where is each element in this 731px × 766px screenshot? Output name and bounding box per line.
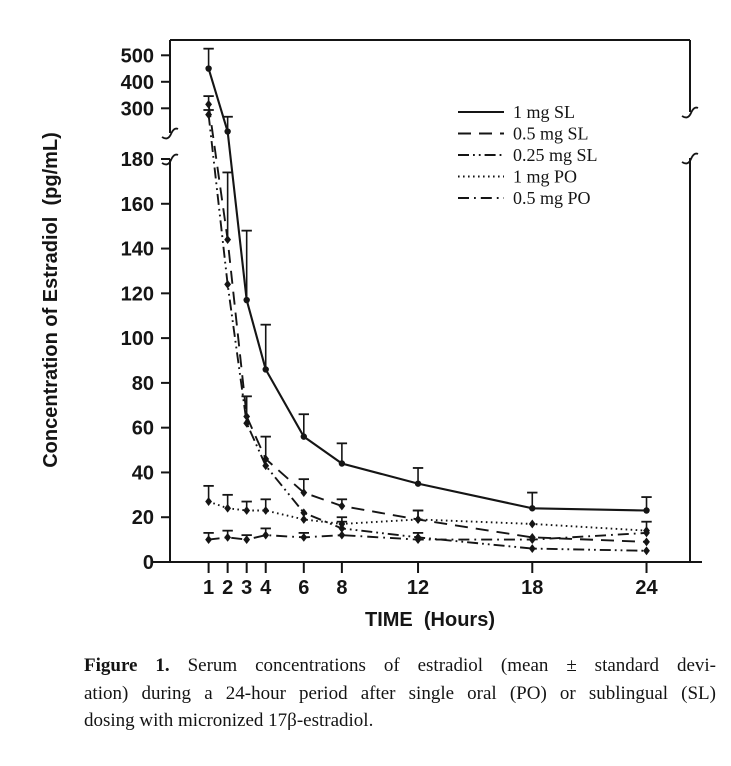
data-point-marker	[528, 519, 536, 529]
data-point-marker	[300, 532, 308, 542]
y-axis-title: Concentration of Estradiol (pg/mL)	[40, 132, 62, 468]
data-point-marker	[643, 537, 650, 547]
data-point-marker	[338, 519, 346, 529]
x-axis-title: TIME (Hours)	[365, 609, 495, 631]
legend-item-0-5-mg-sl: 0.5 mg SL	[458, 124, 589, 144]
data-point-marker	[224, 503, 232, 513]
data-point-marker	[224, 532, 232, 542]
y-axis-tick-label: 0	[143, 552, 154, 574]
data-point-marker	[300, 508, 308, 518]
caption-line-2: ation) during a 24-hour period after sin…	[84, 682, 716, 704]
y-axis-tick-label: 160	[121, 194, 154, 216]
y-axis-tick-label: 60	[132, 418, 154, 440]
y-axis-tick-label: 180	[121, 149, 154, 171]
data-point-marker	[300, 515, 308, 524]
data-point-marker	[300, 433, 307, 440]
legend-item-0-5-mg-po: 0.5 mg PO	[458, 188, 591, 208]
data-point-marker	[414, 480, 422, 487]
plot-frame	[152, 39, 702, 563]
data-point-marker	[643, 528, 650, 538]
series-1-mg-sl	[203, 47, 652, 514]
data-point-marker	[243, 296, 250, 304]
data-point-marker	[205, 535, 212, 545]
x-axis: 1 2 3 4 6 8 12 18 24	[203, 562, 659, 599]
data-point-marker	[262, 530, 270, 540]
x-axis-tick-label: 4	[260, 577, 272, 599]
estradiol-concentration-chart: 0 20 40 60 80 100 120 140 160 180 300 400 500 1 2 3 4 6 8 1…	[40, 39, 702, 631]
data-point-marker	[243, 535, 251, 545]
series-1-mg-po	[203, 484, 652, 536]
data-point-marker	[243, 418, 251, 428]
legend-item-label: 1 mg PO	[513, 167, 577, 187]
y-axis-tick-label: 20	[132, 507, 154, 529]
y-axis: 0 20 40 60 80 100 120 140 160 180 300 400 500	[121, 45, 170, 574]
x-axis-tick-label: 2	[222, 577, 233, 599]
data-point-marker	[528, 535, 536, 545]
legend-item-label: 0.5 mg PO	[513, 188, 591, 208]
y-axis-tick-label: 140	[121, 239, 154, 261]
data-point-marker	[205, 110, 212, 120]
legend-item-0-25-mg-sl: 0.25 mg SL	[458, 145, 598, 165]
series-line	[207, 114, 647, 552]
y-axis-tick-label: 120	[121, 283, 154, 305]
data-point-marker	[243, 506, 251, 515]
data-point-marker	[414, 515, 422, 524]
caption-line-1: Figure 1. Serum concentrations of estrad…	[84, 652, 716, 680]
data-point-marker	[529, 505, 536, 512]
data-point-marker	[528, 544, 536, 553]
y-axis-tick-label: 500	[121, 45, 154, 67]
data-point-marker	[224, 279, 232, 289]
data-point-marker	[262, 366, 269, 373]
x-axis-tick-label: 24	[635, 577, 658, 599]
series-line	[208, 500, 647, 532]
legend-item-label: 1 mg SL	[513, 102, 575, 122]
y-axis-tick-label: 400	[121, 72, 154, 94]
data-point-marker	[414, 535, 422, 545]
legend-item-label: 0.5 mg SL	[513, 124, 589, 144]
x-axis-tick-label: 1	[203, 577, 214, 599]
data-point-marker	[224, 235, 232, 244]
axis-break-squiggle	[681, 106, 699, 119]
caption-figure-label: Figure 1.	[84, 655, 170, 676]
x-axis-tick-label: 12	[407, 577, 429, 599]
legend-item-1-mg-po: 1 mg PO	[458, 167, 577, 187]
y-axis-tick-label: 300	[121, 98, 154, 120]
x-axis-tick-label: 8	[336, 577, 347, 599]
data-point-marker	[205, 65, 212, 72]
data-point-marker	[205, 497, 212, 506]
data-point-marker	[338, 501, 346, 511]
legend-item-1-mg-sl: 1 mg SL	[458, 102, 575, 122]
data-point-marker	[243, 412, 251, 421]
y-axis-tick-label: 40	[132, 462, 154, 484]
legend-item-label: 0.25 mg SL	[513, 145, 598, 165]
data-point-marker	[300, 488, 308, 497]
caption-line-1-text: Serum concentrations of estradiol (mean …	[187, 655, 717, 676]
x-axis-tick-label: 6	[298, 577, 309, 599]
x-axis-tick-label: 18	[521, 577, 543, 599]
data-point-marker	[338, 524, 346, 533]
series-0-5-mg-po	[203, 527, 650, 545]
data-point-marker	[338, 530, 346, 540]
caption-line-3: dosing with micronized 17β-estradiol.	[84, 710, 374, 731]
figure-caption: Figure 1. Serum concentrations of estrad…	[84, 652, 716, 735]
data-point-marker	[338, 460, 346, 467]
data-point-marker	[262, 461, 270, 471]
data-point-marker	[205, 99, 212, 109]
axis-break-squiggle	[161, 127, 179, 140]
y-axis-tick-label: 80	[132, 373, 154, 395]
series-line	[207, 104, 647, 543]
data-point-marker	[262, 506, 270, 515]
x-axis-tick-label: 3	[241, 577, 252, 599]
data-point-marker	[643, 507, 650, 514]
axis-break-squiggle	[681, 152, 699, 165]
legend: 1 mg SL0.5 mg SL0.25 mg SL1 mg PO0.5 mg …	[458, 102, 598, 208]
data-point-marker	[224, 128, 231, 135]
y-axis-tick-label: 100	[121, 328, 154, 350]
series-0-25-mg-sl	[203, 109, 650, 556]
data-point-marker	[643, 546, 650, 556]
axis-break-squiggle	[161, 153, 179, 166]
